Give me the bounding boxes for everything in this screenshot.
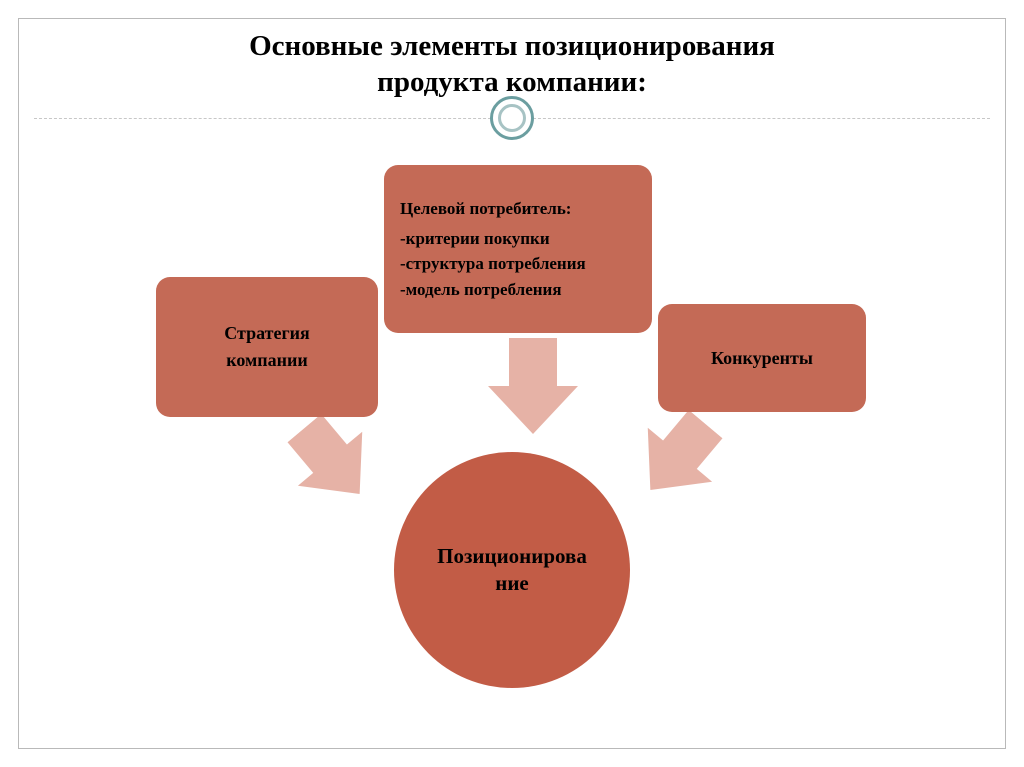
- circle-label-line1: Позиционирова: [437, 543, 587, 570]
- arrow-middle-icon: [488, 338, 578, 434]
- box-competitors-label: Конкуренты: [711, 345, 813, 372]
- arrow-middle-shape: [488, 338, 578, 434]
- box-consumer-item-0: -критерии покупки: [400, 226, 550, 252]
- box-strategy: Стратегия компании: [156, 277, 378, 417]
- slide-title: Основные элементы позиционирования проду…: [0, 28, 1024, 101]
- arrow-right-icon: [618, 397, 738, 517]
- box-consumer-item-2: -модель потребления: [400, 277, 562, 303]
- box-consumer-header: Целевой потребитель:: [400, 196, 571, 222]
- box-consumer: Целевой потребитель: -критерии покупки -…: [384, 165, 652, 333]
- arrow-left-shape: [272, 401, 392, 521]
- circle-label-line2: ние: [437, 570, 587, 597]
- arrow-left-icon: [272, 401, 392, 521]
- box-competitors: Конкуренты: [658, 304, 866, 412]
- title-line-1: Основные элементы позиционирования: [0, 28, 1024, 64]
- arrow-right-shape: [618, 397, 738, 517]
- circle-label: Позиционирова ние: [437, 543, 587, 598]
- ring-inner-icon: [498, 104, 526, 132]
- box-consumer-item-1: -структура потребления: [400, 251, 586, 277]
- slide: Основные элементы позиционирования проду…: [0, 0, 1024, 767]
- box-strategy-line1: Стратегия: [224, 320, 309, 347]
- box-strategy-line2: компании: [226, 347, 308, 374]
- circle-positioning: Позиционирова ние: [394, 452, 630, 688]
